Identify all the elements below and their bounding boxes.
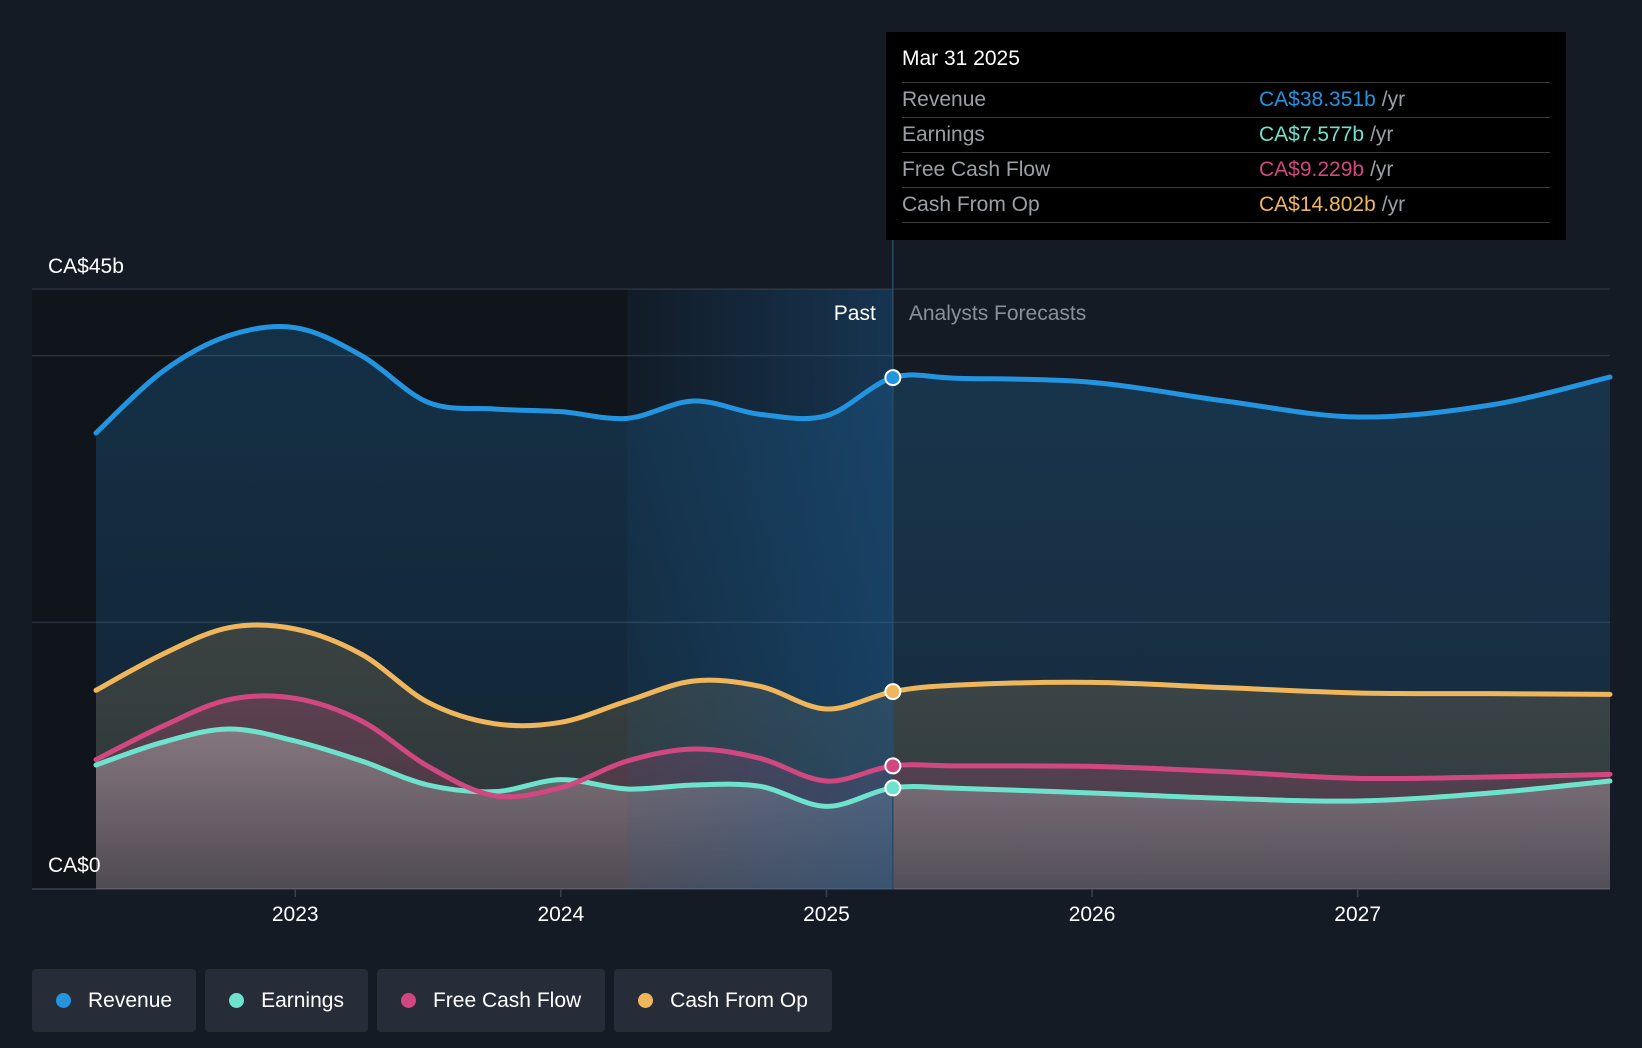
revenue-dot-icon [56,993,71,1008]
legend: Revenue Earnings Free Cash Flow Cash Fro… [32,969,841,1032]
past-label: Past [834,302,876,325]
y-tick-label: CA$45b [48,255,124,278]
tooltip-row-free-cash-flow: Free Cash Flow CA$9.229b /yr [902,153,1550,188]
earnings-dot-icon [229,993,245,1008]
tooltip-unit: /yr [1381,88,1406,111]
tooltip-label: Free Cash Flow [902,158,1051,181]
x-tick-label: 2023 [272,903,319,926]
free-cash-flow-line [93,693,1613,800]
free-cash-flow-marker [884,757,902,775]
tooltip-row-earnings: Earnings CA$7.577b /yr [902,118,1550,153]
tooltip-value: CA$14.802b [1259,193,1376,216]
cash-from-op-marker [884,683,902,701]
y-tick-label: CA$0 [48,854,101,877]
legend-item-earnings[interactable]: Earnings [205,969,368,1032]
highlight-region [627,289,893,889]
tooltip-panel: Mar 31 2025 Revenue CA$38.351b /yr Earni… [886,32,1566,240]
x-tick-label: 2027 [1334,903,1381,926]
legend-item-cash-from-op[interactable]: Cash From Op [614,969,832,1032]
tooltip-unit: /yr [1370,123,1394,146]
free-cash-flow-dot-icon [400,993,416,1008]
tooltip-row-cash-from-op: Cash From Op CA$14.802b /yr [902,188,1550,223]
cash-from-op-line [93,622,1613,729]
revenue-marker [884,369,902,387]
forecast-label: Analysts Forecasts [909,302,1086,325]
revenue-line [93,323,1613,436]
legend-label: Cash From Op [670,988,808,1012]
tooltip-date: Mar 31 2025 [902,46,1550,83]
legend-label: Revenue [88,988,173,1012]
tooltip-row-revenue: Revenue CA$38.351b /yr [902,83,1550,118]
tooltip-unit: /yr [1370,158,1394,181]
tooltip-value: CA$38.351b [1259,88,1376,111]
earnings-line [93,726,1613,809]
cash-from-op-dot-icon [638,993,654,1008]
x-tick-label: 2026 [1069,903,1116,926]
x-tick-label: 2024 [537,903,584,926]
legend-label: Free Cash Flow [432,988,582,1012]
tooltip-label: Earnings [902,123,985,146]
tooltip-label: Cash From Op [902,193,1040,216]
tooltip-value: CA$7.577b [1259,123,1365,146]
x-tick-label: 2025 [803,903,850,926]
legend-label: Earnings [261,988,344,1012]
tooltip-unit: /yr [1381,193,1406,216]
legend-item-free-cash-flow[interactable]: Free Cash Flow [376,969,606,1032]
legend-item-revenue[interactable]: Revenue [32,969,197,1032]
tooltip-label: Revenue [902,88,987,111]
earnings-marker [884,779,902,797]
tooltip-value: CA$9.229b [1259,158,1365,181]
